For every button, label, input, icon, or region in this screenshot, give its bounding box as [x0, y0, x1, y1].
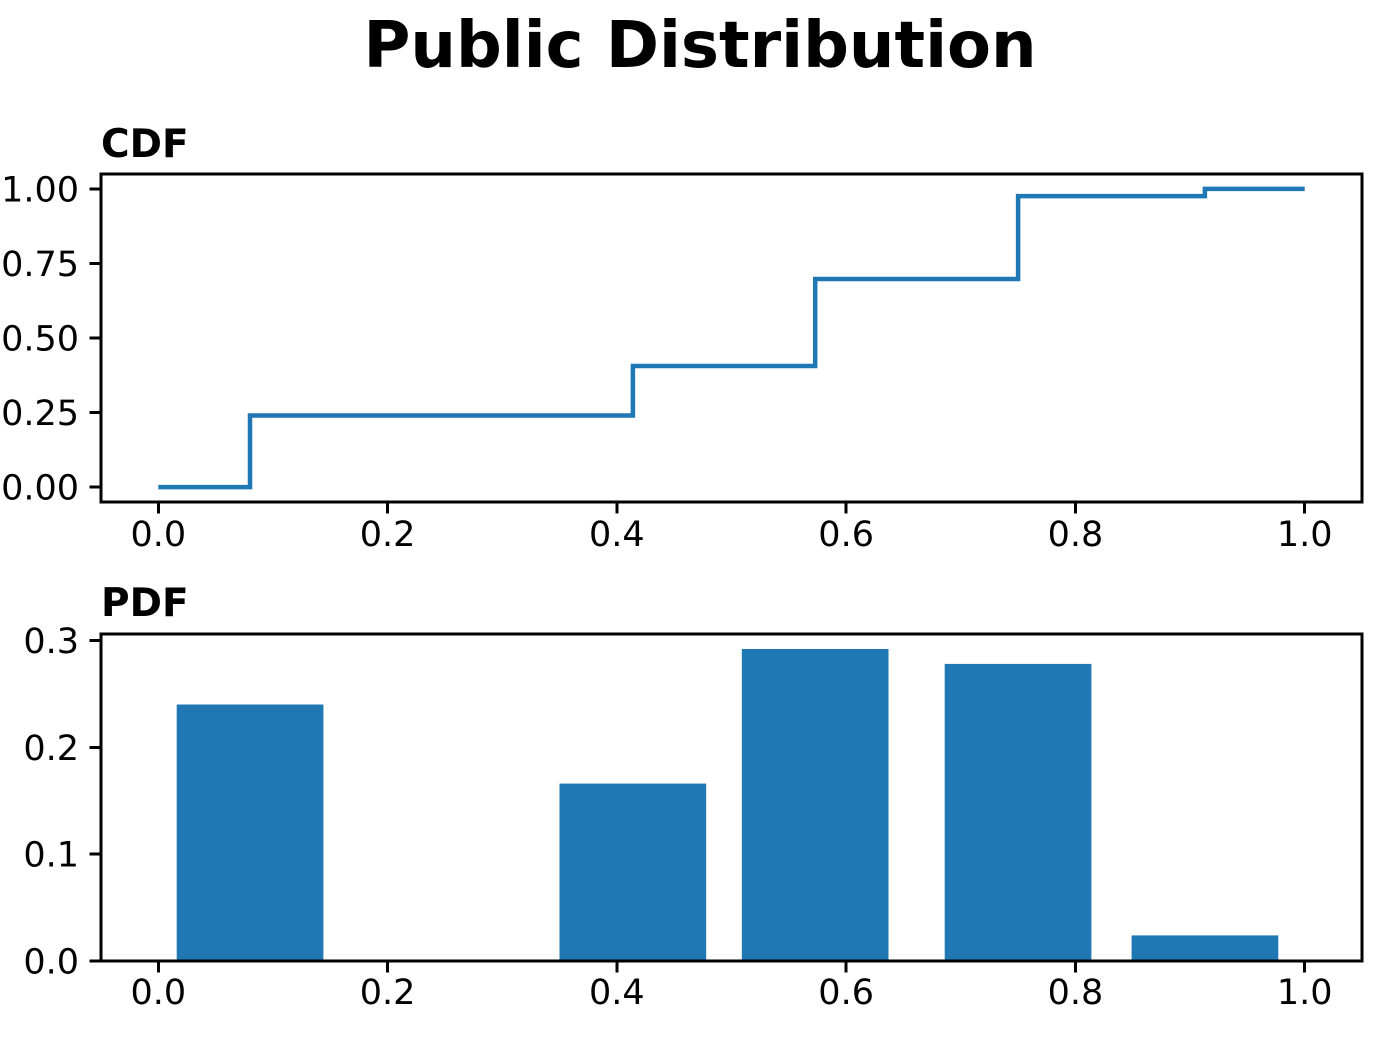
pdf-bar	[944, 663, 1092, 961]
cdf-x-tick-label: 1.0	[1277, 515, 1333, 555]
cdf-x-tick-label: 0.0	[130, 515, 186, 555]
figure-title: Public Distribution	[363, 9, 1036, 83]
cdf-x-tick-label: 0.2	[360, 515, 416, 555]
pdf-y-tick-label: 0.0	[23, 943, 79, 983]
pdf-y-axis: 0.0 0.1 0.2 0.3	[23, 622, 100, 983]
pdf-plot-area	[176, 649, 1279, 961]
cdf-axes-title: CDF	[101, 122, 189, 167]
cdf-y-axis: 0.00 0.25 0.50 0.75 1.00	[1, 170, 100, 509]
cdf-y-tick-label: 0.25	[1, 394, 79, 434]
pdf-axes-title: PDF	[101, 581, 189, 626]
cdf-plot-area	[158, 186, 1305, 490]
cdf-y-tick-label: 0.50	[1, 320, 79, 360]
pdf-y-tick-label: 0.3	[23, 622, 79, 662]
pdf-y-tick-label: 0.2	[23, 729, 79, 769]
pdf-bar	[741, 649, 889, 961]
pdf-x-tick-label: 0.4	[589, 973, 645, 1013]
pdf-x-tick-label: 0.2	[360, 973, 416, 1013]
pdf-bar	[559, 783, 707, 961]
cdf-x-tick-label: 0.4	[589, 515, 645, 555]
pdf-x-tick-label: 0.6	[818, 973, 874, 1013]
cdf-y-tick-label: 0.00	[1, 469, 79, 509]
pdf-subplot: PDF 0.0 0.2 0.4 0.6 0.8 1.0 0.0 0.1 0.2 0.3	[23, 581, 1364, 1013]
pdf-axes-frame	[99, 632, 1364, 963]
cdf-y-tick-label: 1.00	[1, 170, 79, 210]
pdf-x-tick-label: 0.8	[1048, 973, 1104, 1013]
cdf-x-axis: 0.0 0.2 0.4 0.6 0.8 1.0	[130, 503, 1333, 555]
cdf-y-tick-label: 0.75	[1, 245, 79, 285]
pdf-bar	[176, 704, 324, 961]
pdf-x-axis: 0.0 0.2 0.4 0.6 0.8 1.0	[130, 962, 1333, 1013]
pdf-x-tick-label: 0.0	[130, 973, 186, 1013]
pdf-x-tick-label: 1.0	[1277, 973, 1333, 1013]
cdf-subplot: CDF 0.0 0.2 0.4 0.6 0.8 1.0 0.00 0.25 0.50 0.75 1…	[1, 122, 1364, 555]
pdf-bar	[1131, 935, 1279, 961]
pdf-y-tick-label: 0.1	[23, 836, 79, 876]
cdf-axes-frame	[99, 172, 1364, 504]
cdf-x-tick-label: 0.8	[1048, 515, 1104, 555]
cdf-x-tick-label: 0.6	[818, 515, 874, 555]
cdf-step-line	[158, 186, 1305, 490]
